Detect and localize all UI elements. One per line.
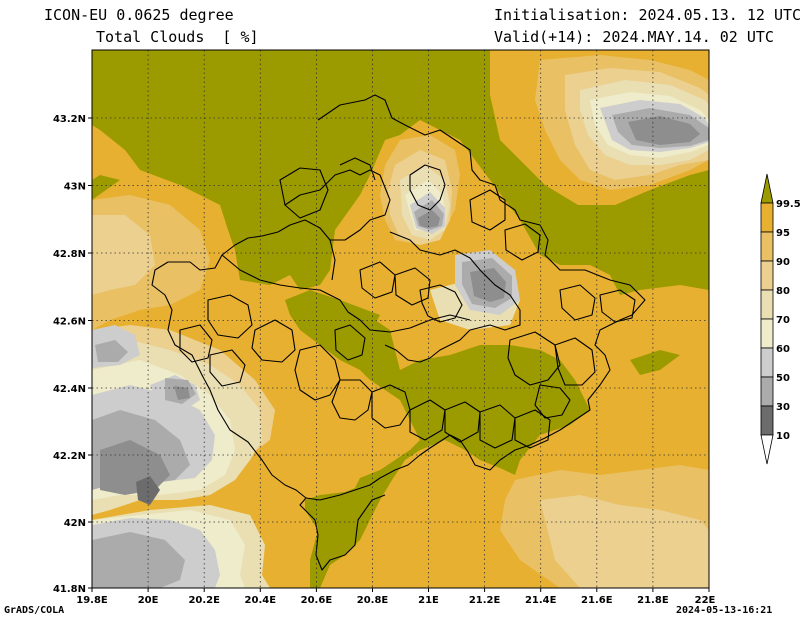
cloud-dark-gray-regions — [136, 476, 160, 505]
legend-swatch — [760, 318, 774, 349]
x-tick-label: 20.4E — [245, 595, 277, 606]
legend-label: 60 — [776, 344, 790, 355]
grid-lines — [92, 50, 709, 588]
plot-frame — [91, 49, 710, 589]
legend-swatch — [760, 202, 774, 233]
legend-swatch — [760, 289, 774, 320]
legend-swatch — [760, 260, 774, 291]
x-tick-label: 21E — [418, 595, 439, 606]
valid-time: Valid(+14): 2024.MAY.14. 02 UTC — [494, 28, 774, 46]
x-tick-label: 21.4E — [525, 595, 557, 606]
x-tick-label: 20E — [138, 595, 159, 606]
legend-swatch-top — [760, 173, 774, 204]
tick-marks — [88, 117, 710, 592]
legend-label: 99.5 — [776, 199, 800, 210]
x-tick-label: 20.8E — [357, 595, 389, 606]
legend-swatch — [760, 405, 774, 436]
legend-swatch — [760, 347, 774, 378]
legend-label: 95 — [776, 228, 790, 239]
legend-label: 50 — [776, 373, 790, 384]
y-axis-labels: 43.2N 43N 42.8N 42.6N 42.4N 42.2N 42N 41… — [53, 114, 86, 595]
y-tick-label: 43.2N — [53, 114, 86, 125]
border-lines — [151, 94, 646, 571]
x-tick-label: 22E — [695, 595, 716, 606]
y-tick-label: 43N — [64, 182, 86, 193]
y-tick-label: 42N — [64, 518, 86, 529]
legend-label: 70 — [776, 315, 790, 326]
model-title: ICON-EU 0.0625 degree — [44, 6, 234, 24]
legend-swatch — [760, 376, 774, 407]
legend-label: 10 — [776, 431, 790, 442]
variable-title: Total Clouds [ %] — [96, 28, 259, 46]
legend-swatch — [760, 231, 774, 262]
legend-label: 80 — [776, 286, 790, 297]
y-tick-label: 42.4N — [53, 384, 86, 395]
x-tick-label: 20.2E — [188, 595, 220, 606]
x-tick-label: 21.2E — [469, 595, 501, 606]
legend-swatch-bottom — [760, 434, 774, 465]
render-timestamp: 2024-05-13-16:21 — [676, 605, 773, 616]
x-tick-label: 19.8E — [76, 595, 108, 606]
x-tick-label: 21.6E — [581, 595, 613, 606]
color-legend — [760, 173, 774, 465]
map-plot-area — [92, 50, 709, 588]
y-tick-label: 42.8N — [53, 249, 86, 260]
legend-labels: 99.5 95 90 80 70 60 50 30 10 — [776, 199, 800, 442]
x-axis-labels: 19.8E 20E 20.2E 20.4E 20.6E 20.8E 21E 21… — [76, 595, 715, 606]
legend-label: 30 — [776, 402, 790, 413]
y-tick-label: 42.6N — [53, 317, 86, 328]
cloud-olive-regions — [92, 50, 709, 588]
software-credit: GrADS/COLA — [4, 605, 65, 616]
y-tick-label: 41.8N — [53, 584, 86, 595]
x-tick-label: 20.6E — [301, 595, 333, 606]
y-tick-label: 42.2N — [53, 451, 86, 462]
x-tick-label: 21.8E — [637, 595, 669, 606]
initialisation-time: Initialisation: 2024.05.13. 12 UTC — [494, 6, 800, 24]
legend-label: 90 — [776, 257, 790, 268]
